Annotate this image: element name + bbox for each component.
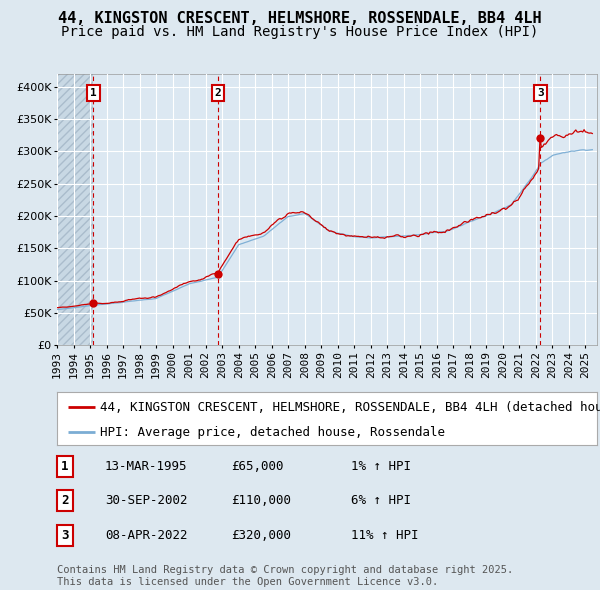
Text: 44, KINGSTON CRESCENT, HELMSHORE, ROSSENDALE, BB4 4LH: 44, KINGSTON CRESCENT, HELMSHORE, ROSSEN… [58,11,542,25]
Text: 6% ↑ HPI: 6% ↑ HPI [351,494,411,507]
Text: 3: 3 [61,529,68,542]
Text: £65,000: £65,000 [231,460,284,473]
Text: 1: 1 [61,460,68,473]
Text: 44, KINGSTON CRESCENT, HELMSHORE, ROSSENDALE, BB4 4LH (detached house): 44, KINGSTON CRESCENT, HELMSHORE, ROSSEN… [100,401,600,414]
Text: Price paid vs. HM Land Registry's House Price Index (HPI): Price paid vs. HM Land Registry's House … [61,25,539,39]
Text: 30-SEP-2002: 30-SEP-2002 [105,494,187,507]
Text: HPI: Average price, detached house, Rossendale: HPI: Average price, detached house, Ross… [100,425,445,439]
Text: 11% ↑ HPI: 11% ↑ HPI [351,529,419,542]
Text: 13-MAR-1995: 13-MAR-1995 [105,460,187,473]
Text: 1% ↑ HPI: 1% ↑ HPI [351,460,411,473]
Text: 08-APR-2022: 08-APR-2022 [105,529,187,542]
Text: £110,000: £110,000 [231,494,291,507]
Text: 3: 3 [537,88,544,98]
Text: £320,000: £320,000 [231,529,291,542]
Text: Contains HM Land Registry data © Crown copyright and database right 2025.
This d: Contains HM Land Registry data © Crown c… [57,565,513,587]
Text: 2: 2 [215,88,221,98]
Text: 1: 1 [90,88,97,98]
Text: 2: 2 [61,494,68,507]
